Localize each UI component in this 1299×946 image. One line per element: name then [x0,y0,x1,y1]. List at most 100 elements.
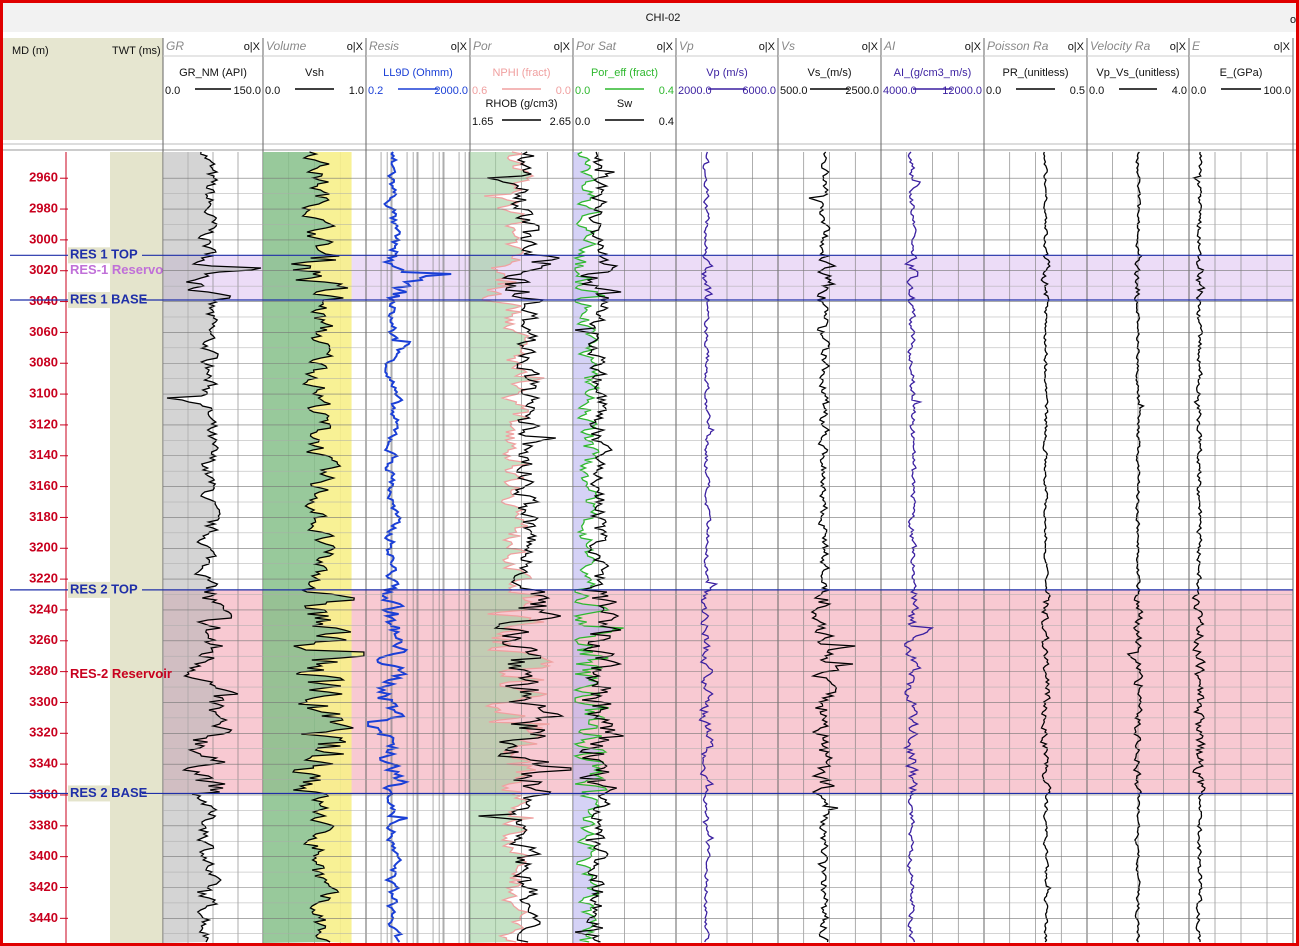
depth-label: 3240 [29,601,58,616]
track-name: Por Sat [576,39,617,53]
marker-label: RES 1 TOP [70,247,138,262]
depth-label: 3180 [29,509,58,524]
marker-label-bg [68,785,142,802]
scale-min: 0.0 [165,85,180,97]
depth-label: 3000 [29,231,58,246]
curve-label: Sw [617,98,632,110]
scale-min: 0.0 [1191,85,1206,97]
scale-min: 500.0 [780,85,808,97]
marker-label-bg [68,581,142,598]
depth-label: 3400 [29,848,58,863]
track-name: GR [166,39,184,53]
curve-label: NPHI (fract) [492,67,550,79]
track-controls[interactable]: o|X [1068,41,1085,53]
scale-max: 1.0 [349,85,364,97]
zone-label: RES-1 Reservo [70,262,163,277]
scale-min: 0.0 [986,85,1001,97]
scale-max: 100.0 [1263,85,1291,97]
depth-label: 3140 [29,447,58,462]
sand-fill [291,152,364,943]
track-controls[interactable]: o|X [759,41,776,53]
track-name: Resis [369,39,399,53]
scale-max: 0.4 [659,116,674,128]
scale-max: 2000.0 [434,85,468,97]
depth-label: 3280 [29,663,58,678]
curve-label: LL9D (Ohmm) [383,67,453,79]
scale-min: 2000.0 [678,85,712,97]
curve-label: PR_(unitless) [1002,67,1068,79]
track-controls[interactable]: o|X [451,41,468,53]
curve-label: Vsh [305,67,324,79]
shale-fill [263,152,364,943]
track-controls[interactable]: o|X [1170,41,1187,53]
scale-min: 0.0 [575,85,590,97]
window-title: CHI-02 [646,12,681,24]
depth-label: 3300 [29,694,58,709]
scale-max: 4.0 [1172,85,1187,97]
zone-label: RES-2 Reservoir [70,666,172,681]
track-controls[interactable]: o|X [862,41,879,53]
track-name: Volume [266,39,307,53]
track-name: Vs [781,39,795,53]
scale-max: 2.65 [550,116,571,128]
scale-min: 0.0 [575,116,590,128]
track-controls[interactable]: o|X [1274,41,1291,53]
curve-fill [573,152,624,943]
track-controls[interactable]: o|X [244,41,261,53]
depth-label: 3200 [29,540,58,555]
depth-label: 3380 [29,817,58,832]
marker-label: RES 2 TOP [70,581,138,596]
depth-label: 3340 [29,756,58,771]
title-icon: o [1290,14,1296,26]
depth-label: 3440 [29,910,58,925]
depth-label: 3320 [29,725,58,740]
scale-max: 2500.0 [845,85,879,97]
scale-max: 0.0 [556,85,571,97]
track-name: Vp [679,39,694,53]
depth-label: 3420 [29,879,58,894]
track-name: Poisson Ra [987,39,1049,53]
scale-min: 1.65 [472,116,493,128]
md-label: MD (m) [12,45,49,57]
scale-max: 6000.0 [742,85,776,97]
track-controls[interactable]: o|X [657,41,674,53]
curve-label: Por_eff (fract) [591,67,658,79]
depth-header [3,38,163,140]
twt-label: TWT (ms) [112,45,161,57]
depth-label: 3020 [29,262,58,277]
depth-label: 3160 [29,478,58,493]
depth-label: 3060 [29,324,58,339]
depth-label: 2980 [29,200,58,215]
curve-label: RHOB (g/cm3) [485,98,557,110]
depth-label: 3120 [29,416,58,431]
track-controls[interactable]: o|X [554,41,571,53]
curve-label: Vs_(m/s) [808,67,852,79]
track-controls[interactable]: o|X [965,41,982,53]
depth-label: 3220 [29,571,58,586]
depth-label: 3100 [29,386,58,401]
depth-label: 3080 [29,355,58,370]
track-name: E [1192,39,1201,53]
depth-label: 2960 [29,170,58,185]
scale-min: 4000.0 [883,85,917,97]
curve-fill [163,152,261,943]
scale-max: 0.5 [1070,85,1085,97]
curve-label: Vp_Vs_(unitless) [1096,67,1179,79]
marker-label: RES 1 BASE [70,291,148,306]
track-controls[interactable]: o|X [347,41,364,53]
title-bar [0,0,1299,32]
track-name: AI [883,39,896,53]
scale-min: 0.0 [1089,85,1104,97]
curve-label: GR_NM (API) [179,67,247,79]
scale-max: 12000.0 [942,85,982,97]
curve-label: AI_(g/cm3_m/s) [894,67,972,79]
track-name: Velocity Ra [1090,39,1151,53]
depth-label: 3260 [29,632,58,647]
marker-label-bg [68,247,142,264]
scale-min: 0.2 [368,85,383,97]
scale-max: 150.0 [233,85,261,97]
track-name: Por [473,39,493,53]
scale-max: 0.4 [659,85,674,97]
